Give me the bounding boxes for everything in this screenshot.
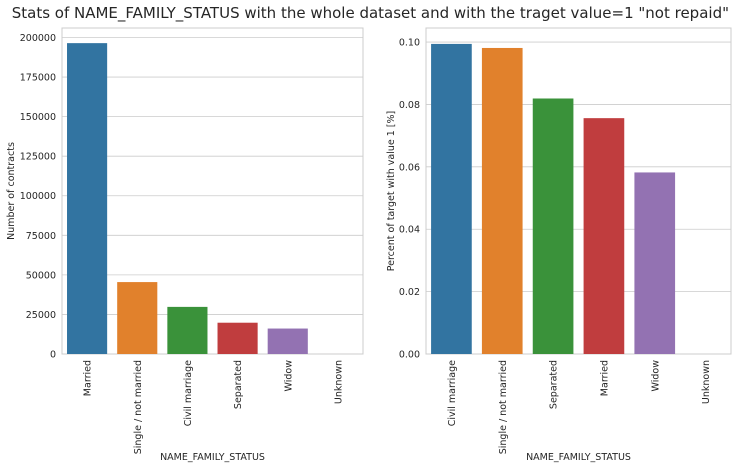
bar-separated (217, 322, 258, 354)
y-tick-label: 75000 (26, 231, 56, 242)
bar-single-not-married (481, 47, 523, 355)
x-tick-label: Married (599, 360, 610, 396)
bar-civil-marriage (167, 306, 208, 354)
x-axis-label: NAME_FAMILY_STATUS (526, 452, 631, 463)
x-tick-label: Married (83, 360, 94, 396)
plot-frame (425, 27, 732, 355)
x-tick-label: Separated (549, 360, 560, 409)
y-tick-label: 0.04 (399, 225, 420, 236)
figure-title: Stats of NAME_FAMILY_STATUS with the who… (11, 4, 729, 22)
y-tick-label: 0.10 (399, 38, 420, 49)
y-tick-label: 50000 (26, 270, 56, 281)
y-tick-label: 25000 (26, 310, 56, 321)
x-axis-label: NAME_FAMILY_STATUS (160, 452, 265, 463)
bar-civil-marriage (431, 43, 472, 355)
bar-separated (532, 98, 574, 354)
bar-single-not-married (117, 282, 158, 354)
x-tick-label: Civil marriage (183, 360, 194, 426)
x-tick-label: Widow (283, 360, 294, 392)
y-tick-label: 200000 (20, 33, 56, 44)
y-tick-label: 0.08 (399, 100, 420, 111)
chart-panel-1: 0 25000 50000 75000 100000 125000 150000 175000… (6, 27, 364, 463)
bar-married (67, 43, 108, 354)
bar-widow (634, 172, 676, 354)
y-tick-label: 0 (50, 350, 56, 361)
y-tick-label: 125000 (20, 152, 56, 163)
y-tick-label: 150000 (20, 112, 56, 123)
y-axis-label: Number of contracts (6, 142, 17, 240)
y-tick-label: 0.02 (399, 287, 420, 298)
x-tick-label: Widow (650, 360, 661, 392)
bar-widow (267, 328, 308, 354)
chart-panel-2: 0.00 0.02 0.04 0.06 0.08 0.10 Civil marriage Si… (386, 27, 732, 463)
plot-frame (61, 27, 364, 355)
y-axis-label: Percent of target with value 1 [%] (386, 111, 397, 272)
x-tick-label: Single / not married (498, 360, 509, 454)
y-tick-label: 0.00 (399, 350, 420, 361)
y-tick-label: 0.06 (399, 162, 420, 173)
bar-married (583, 118, 625, 354)
x-tick-label: Civil marriage (447, 360, 458, 426)
x-tick-label: Single / not married (133, 360, 144, 454)
x-tick-label: Unknown (333, 360, 344, 404)
y-tick-label: 100000 (20, 191, 56, 202)
x-tick-label: Unknown (701, 360, 712, 404)
y-tick-label: 175000 (20, 73, 56, 84)
x-tick-label: Separated (233, 360, 244, 409)
